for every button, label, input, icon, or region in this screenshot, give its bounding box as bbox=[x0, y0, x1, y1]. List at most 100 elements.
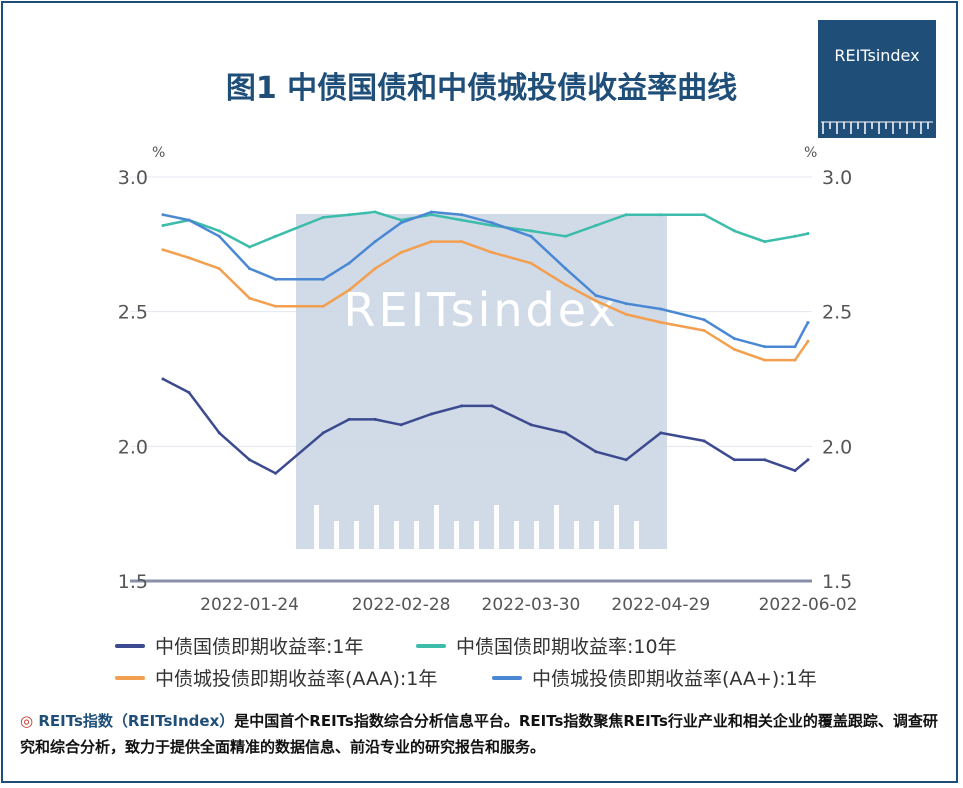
series-4-point-15 bbox=[624, 302, 628, 306]
series-2-point-2 bbox=[217, 229, 221, 233]
footer-text: 是中国首个REITs指数综合分析信息平台。REITs指数聚焦REITs行业产业和… bbox=[20, 712, 938, 756]
series-1-point-10 bbox=[460, 404, 464, 408]
series-2-point-20 bbox=[793, 234, 797, 238]
series-1-point-21 bbox=[806, 458, 810, 462]
watermark-bar-14 bbox=[594, 521, 599, 549]
series-3-point-21 bbox=[806, 339, 810, 343]
legend-swatch-3 bbox=[115, 675, 145, 680]
y-tick-left-3: 1.5 bbox=[118, 571, 148, 593]
footer-description: ◎ REITs指数（REITsIndex）是中国首个REITs指数综合分析信息平… bbox=[20, 708, 940, 760]
legend-item-4: 中债城投债即期收益率(AA+):1年 bbox=[492, 664, 817, 691]
legend-item-1: 中债国债即期收益率:1年 bbox=[115, 632, 364, 659]
series-3-point-2 bbox=[217, 267, 221, 271]
series-line-3 bbox=[162, 240, 810, 362]
series-1-point-13 bbox=[564, 431, 568, 435]
series-2-point-0 bbox=[161, 223, 165, 227]
series-4-point-2 bbox=[217, 234, 221, 238]
x-tick-4: 2022-06-02 bbox=[759, 595, 858, 615]
watermark-bar-2 bbox=[354, 521, 359, 549]
series-2-point-11 bbox=[490, 223, 494, 227]
series-line-4 bbox=[162, 210, 810, 348]
series-3-point-1 bbox=[187, 256, 191, 260]
watermark-bar-16 bbox=[634, 521, 639, 549]
series-2-point-6 bbox=[347, 213, 351, 217]
series-4-point-17 bbox=[702, 318, 706, 322]
x-tick-0: 2022-01-24 bbox=[200, 595, 299, 615]
watermark-bar-15 bbox=[614, 505, 619, 549]
series-4-point-21 bbox=[806, 320, 810, 324]
series-3-point-6 bbox=[347, 288, 351, 292]
series-3-point-14 bbox=[594, 299, 598, 303]
series-3-point-3 bbox=[248, 296, 252, 300]
series-4-point-13 bbox=[564, 267, 568, 271]
y-tick-right-3: 1.5 bbox=[822, 571, 852, 593]
legend-label-2: 中债国债即期收益率:10年 bbox=[456, 636, 677, 658]
series-2-point-12 bbox=[529, 229, 533, 233]
series-4-point-18 bbox=[732, 337, 736, 341]
series-4-point-11 bbox=[490, 221, 494, 225]
series-3-point-17 bbox=[702, 329, 706, 333]
series-1-point-9 bbox=[429, 412, 433, 416]
watermark-bar-13 bbox=[574, 521, 579, 549]
series-2-point-4 bbox=[274, 234, 278, 238]
series-2-point-17 bbox=[702, 213, 706, 217]
series-line-2 bbox=[162, 210, 809, 249]
series-1-point-18 bbox=[732, 458, 736, 462]
watermark-text: REITsindex bbox=[344, 283, 619, 337]
series-4-point-20 bbox=[793, 345, 797, 349]
series-1-point-5 bbox=[321, 431, 325, 435]
series-3-point-15 bbox=[624, 312, 628, 316]
series-3-point-9 bbox=[429, 240, 433, 244]
line-chart: REITsindex 3.0 3.02.5 2.52.0 2.01.5 1.52022-… bbox=[118, 167, 858, 615]
series-4-point-4 bbox=[274, 277, 278, 281]
series-4-point-10 bbox=[460, 213, 464, 217]
x-tick-1: 2022-02-28 bbox=[352, 595, 451, 615]
x-tick-3: 2022-04-29 bbox=[611, 595, 710, 615]
series-4-point-1 bbox=[187, 218, 191, 222]
logo-text: REITsindex bbox=[834, 46, 920, 65]
x-tick-2: 2022-03-30 bbox=[482, 595, 581, 615]
series-1-point-19 bbox=[763, 458, 767, 462]
series-4-point-14 bbox=[594, 294, 598, 298]
watermark-bar-3 bbox=[374, 505, 379, 549]
series-2-point-14 bbox=[594, 223, 598, 227]
footer-brand: REITs指数（REITsIndex） bbox=[38, 712, 235, 730]
series-2-point-10 bbox=[460, 218, 464, 222]
series-1-point-1 bbox=[187, 390, 191, 394]
series-1-point-20 bbox=[793, 469, 797, 473]
series-4-point-0 bbox=[161, 213, 165, 217]
legend-item-2: 中债国债即期收益率:10年 bbox=[416, 632, 677, 659]
watermark-bar-1 bbox=[334, 521, 339, 549]
series-1-point-12 bbox=[529, 423, 533, 427]
series-1-point-6 bbox=[347, 417, 351, 421]
legend-label-1: 中债国债即期收益率:1年 bbox=[155, 636, 364, 658]
series-3-point-10 bbox=[460, 240, 464, 244]
series-3-point-13 bbox=[564, 283, 568, 287]
y-tick-left-2: 2.0 bbox=[118, 436, 148, 458]
logo-ruler-icon bbox=[821, 121, 933, 134]
legend-label-4: 中债城投债即期收益率(AA+):1年 bbox=[532, 668, 817, 690]
series-2-point-3 bbox=[248, 245, 252, 249]
series-1-point-8 bbox=[399, 423, 403, 427]
legend-label-3: 中债城投债即期收益率(AAA):1年 bbox=[155, 668, 438, 690]
watermark-bar-12 bbox=[554, 505, 559, 549]
y-tick-right-2: 2.0 bbox=[822, 436, 852, 458]
chart-title: 图1 中债国债和中债城投债收益率曲线 bbox=[225, 71, 738, 106]
series-2-point-21 bbox=[806, 232, 810, 236]
series-1-point-2 bbox=[217, 431, 221, 435]
series-1-point-7 bbox=[373, 417, 377, 421]
legend-swatch-4 bbox=[492, 675, 522, 680]
series-2-point-7 bbox=[373, 210, 377, 214]
legend-swatch-1 bbox=[115, 643, 145, 648]
series-1-point-4 bbox=[274, 471, 278, 475]
series-1-point-0 bbox=[161, 377, 165, 381]
series-3-point-4 bbox=[274, 304, 278, 308]
watermark-bar-8 bbox=[474, 521, 479, 549]
series-2-point-5 bbox=[321, 215, 325, 219]
y-tick-left-0: 3.0 bbox=[118, 167, 148, 189]
series-3-point-20 bbox=[793, 358, 797, 362]
series-4-point-8 bbox=[399, 221, 403, 225]
watermark-bar-0 bbox=[314, 505, 319, 549]
series-3-point-8 bbox=[399, 250, 403, 254]
series-3-point-0 bbox=[161, 248, 165, 252]
